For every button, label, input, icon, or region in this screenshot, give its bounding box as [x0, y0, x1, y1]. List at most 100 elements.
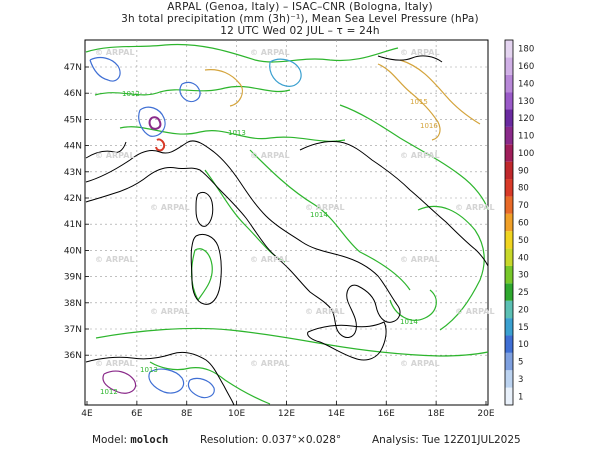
colorbar-swatch: [505, 335, 513, 353]
analysis-value: Tue 12Z01JUL2025: [422, 434, 521, 446]
latitude-label: 41N: [64, 220, 82, 230]
precip-contour-north: [269, 58, 302, 87]
isobar-label: 1013: [140, 366, 158, 374]
watermarks: © ARPAL © ARPAL © ARPAL © ARPAL © ARPAL © ARP…: [95, 48, 495, 368]
colorbar-swatch: [505, 40, 513, 58]
coast-sardinia: [190, 233, 222, 305]
isobar-label: 1013: [228, 129, 246, 137]
longitude-label: 10E: [228, 409, 245, 419]
colorbar-tick-label: 5: [518, 358, 523, 368]
isobar-label: 1012: [100, 388, 118, 396]
isobar-label: 1012: [122, 90, 140, 98]
latitude-label: 38N: [64, 299, 82, 309]
colorbar-tick-label: 80: [518, 184, 529, 194]
watermark: © ARPAL: [250, 255, 290, 264]
colorbar-tick-label: 60: [518, 219, 529, 229]
watermark: © ARPAL: [250, 151, 290, 160]
isobar-label: 1014: [310, 211, 328, 219]
colorbar-swatch: [505, 352, 513, 371]
isobar-labels-high: 1015 1016: [410, 98, 438, 130]
colorbar-tick-label: 30: [518, 271, 529, 281]
colorbar-swatch: [505, 387, 513, 405]
isobar-ionian: [389, 289, 437, 321]
colorbar-swatch: [505, 109, 513, 127]
colorbar-tick-label: 15: [518, 323, 529, 333]
model-label: Model:: [92, 434, 128, 446]
footer-resolution: Resolution: 0.037°×0.028°: [200, 434, 341, 446]
title-line-1: ARPAL (Genoa, Italy) – ISAC–CNR (Bologna…: [167, 1, 433, 13]
precip-core-piedmont: [155, 138, 166, 152]
isobar-balkan-high-2: [399, 59, 481, 125]
colorbar-swatch: [505, 196, 513, 214]
longitude-label: 14E: [328, 409, 345, 419]
colorbar-swatch: [505, 57, 513, 75]
resolution-label: Resolution:: [200, 434, 259, 446]
colorbar-tick-label: 90: [518, 166, 529, 176]
coastlines: [85, 55, 489, 406]
colorbar-tick-label: 20: [518, 305, 529, 315]
watermark: © ARPAL: [150, 307, 190, 316]
watermark: © ARPAL: [455, 307, 495, 316]
resolution-value: 0.037°×0.028°: [261, 434, 342, 446]
colorbar-swatch: [505, 126, 513, 145]
watermark: © ARPAL: [95, 359, 135, 368]
longitude-label: 8E: [181, 409, 193, 419]
precip-contour-west-alps: [89, 56, 121, 82]
precip-contour-north-2: [179, 81, 201, 103]
colorbar-tick-label: 140: [518, 79, 534, 89]
graticule: [85, 40, 488, 405]
watermark: © ARPAL: [95, 151, 135, 160]
longitude-label: 12E: [278, 409, 295, 419]
precip-contour-south-west: [102, 370, 137, 394]
colorbar-tick-label: 25: [518, 288, 529, 298]
coast-italy-mainland: [85, 140, 401, 338]
colorbar-tick-label: 70: [518, 201, 529, 211]
colorbar-tick-label: 180: [518, 45, 534, 55]
longitude-label: 6E: [131, 409, 143, 419]
model-value: moloch: [130, 434, 169, 446]
title-line-3: 12 UTC Wed 02 JUL – τ = 24h: [220, 25, 380, 37]
precipitation-areas: [89, 56, 302, 399]
watermark: © ARPAL: [400, 359, 440, 368]
isobar-label: 1014: [400, 318, 418, 326]
latitude-labels: 47N 46N 45N 44N 43N 42N 41N 40N 39N 38N 37N 36N: [64, 63, 89, 361]
colorbar-tick-label: 1: [518, 392, 523, 402]
latitude-label: 46N: [64, 89, 82, 99]
watermark: © ARPAL: [305, 203, 345, 212]
colorbar-swatch: [505, 248, 513, 266]
isobar-adriatic: [339, 104, 489, 211]
colorbar-tick-label: 110: [518, 132, 534, 142]
longitude-label: 18E: [428, 409, 445, 419]
latitude-label: 44N: [64, 142, 82, 152]
watermark: © ARPAL: [150, 203, 190, 212]
colorbar-tick-label: 3: [518, 375, 523, 385]
colorbar-swatch: [505, 318, 513, 336]
isobar-label: 1016: [420, 122, 438, 130]
longitude-label: 16E: [378, 409, 395, 419]
precip-contour-south: [148, 368, 185, 394]
longitude-labels: 4E 6E 8E 10E 12E 14E 16E 18E 20E: [81, 401, 495, 419]
colorbar-tick-label: 40: [518, 253, 529, 263]
colorbar-swatch: [505, 144, 513, 162]
latitude-label: 47N: [64, 63, 82, 73]
footer-analysis: Analysis: Tue 12Z01JUL2025: [372, 434, 521, 446]
coast-corsica: [195, 191, 214, 227]
isobar-apennines: [249, 149, 411, 291]
analysis-label: Analysis:: [372, 434, 419, 446]
isobar-alps: [94, 85, 291, 96]
longitude-label: 4E: [81, 409, 93, 419]
colorbar-tick-label: 100: [518, 149, 534, 159]
watermark: © ARPAL: [305, 307, 345, 316]
colorbar-swatch: [505, 231, 513, 249]
colorbar-tick-label: 130: [518, 97, 534, 107]
footer-model: Model: moloch: [92, 434, 168, 446]
colorbar-tick-label: 10: [518, 340, 529, 350]
isobar-africa: [149, 361, 271, 405]
colorbar-frame: [504, 39, 514, 406]
isobar-alps-high: [204, 69, 243, 107]
coast-sicily: [307, 321, 387, 361]
latitude-label: 42N: [64, 194, 82, 204]
colorbar-tick-label: 50: [518, 236, 529, 246]
title-line-2: 3h total precipitation (mm (3h)⁻¹), Mean…: [121, 13, 479, 25]
